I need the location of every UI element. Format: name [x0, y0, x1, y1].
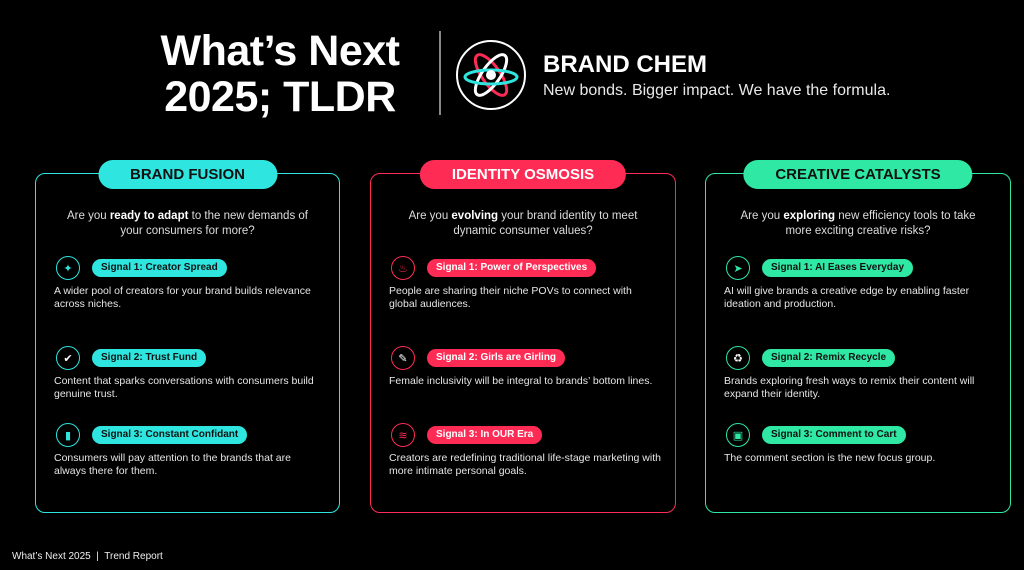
- question-text: Are you: [740, 210, 784, 222]
- question-text: Are you: [67, 210, 110, 222]
- signal-description: People are sharing their niche POVs to c…: [389, 285, 632, 310]
- shield-check-icon: ✔: [56, 346, 80, 370]
- question-text: new efficiency tools to take more exciti…: [785, 210, 976, 237]
- cursor-icon: ➤: [726, 256, 750, 280]
- signal-description: Brands exploring fresh ways to remix the…: [724, 375, 975, 400]
- trend-card-3: CREATIVE CATALYSTS Are you exploring new…: [705, 160, 1011, 513]
- question-text: Are you: [408, 210, 452, 222]
- signal-description: AI will give brands a creative edge by e…: [724, 285, 970, 310]
- card-question: Are you ready to adapt to the new demand…: [56, 209, 319, 239]
- trend-card-1: BRAND FUSION Are you ready to adapt to t…: [35, 160, 340, 513]
- title-line-2: 2025; TLDR: [164, 73, 396, 121]
- signal-description: Female inclusivity will be integral to b…: [389, 375, 653, 387]
- card-question: Are you evolving your brand identity to …: [391, 209, 655, 239]
- stack-icon: ≋: [391, 423, 415, 447]
- signal-label: Signal 3: In OUR Era: [427, 426, 543, 444]
- question-emphasis: exploring: [783, 210, 836, 222]
- brand-name: BRAND CHEM: [543, 51, 707, 78]
- signal-label: Signal 1: Creator Spread: [92, 259, 227, 277]
- card-title: BRAND FUSION: [98, 160, 277, 189]
- signal-description: A wider pool of creators for your brand …: [54, 285, 311, 310]
- signal-label: Signal 2: Trust Fund: [92, 349, 207, 367]
- question-emphasis: ready to adapt: [109, 210, 189, 222]
- signal-label: Signal 2: Remix Recycle: [762, 349, 896, 367]
- card-question: Are you exploring new efficiency tools t…: [726, 209, 990, 239]
- signal-description: Content that sparks conversations with c…: [54, 375, 314, 400]
- trend-card-2: IDENTITY OSMOSIS Are you evolving your b…: [370, 160, 676, 513]
- page-title: What’s Next 2025; TLDR: [130, 28, 430, 120]
- atom-icon: [456, 40, 526, 110]
- brand-tagline: New bonds. Bigger impact. We have the fo…: [543, 82, 891, 99]
- signal-label: Signal 3: Constant Confidant: [92, 426, 248, 444]
- flame-icon: ♨: [391, 256, 415, 280]
- footer-text: What’s Next 2025 | Trend Report: [12, 551, 163, 562]
- card-title: CREATIVE CATALYSTS: [743, 160, 973, 189]
- rocket-icon: ✦: [56, 256, 80, 280]
- lipstick-icon: ✎: [391, 346, 415, 370]
- comment-cart-icon: ▣: [726, 423, 750, 447]
- signal-label: Signal 1: AI Eases Everyday: [762, 259, 914, 277]
- signal-label: Signal 1: Power of Perspectives: [427, 259, 597, 277]
- header-divider: [439, 31, 441, 115]
- signal-description: Creators are redefining traditional life…: [389, 452, 661, 477]
- signal-label: Signal 2: Girls are Girling: [427, 349, 566, 367]
- remix-icon: ♻: [726, 346, 750, 370]
- title-line-1: What’s Next: [160, 27, 401, 75]
- question-text: your brand identity to meet dynamic cons…: [453, 210, 638, 237]
- signal-description: The comment section is the new focus gro…: [724, 452, 936, 464]
- question-text: to the new demands of your consumers for…: [120, 210, 308, 237]
- signal-description: Consumers will pay attention to the bran…: [54, 452, 291, 477]
- signal-label: Signal 3: Comment to Cart: [762, 426, 906, 444]
- phone-icon: ▮: [56, 423, 80, 447]
- card-title: IDENTITY OSMOSIS: [419, 160, 627, 189]
- question-emphasis: evolving: [451, 210, 499, 222]
